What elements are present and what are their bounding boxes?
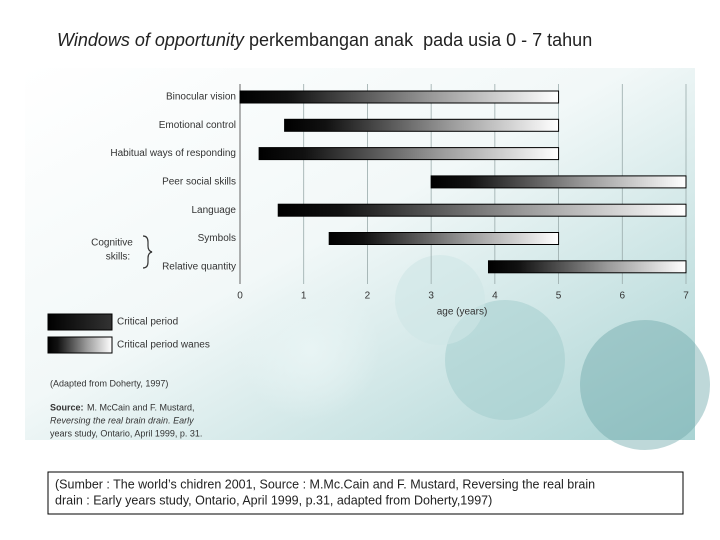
photo-face xyxy=(395,255,485,345)
bar xyxy=(277,203,687,217)
category-label: Emotional control xyxy=(159,120,236,131)
legend-label: Critical period xyxy=(117,317,178,328)
title-rest: perkembangan anak pada usia 0 - 7 tahun xyxy=(249,30,592,50)
x-tick-label: 2 xyxy=(365,291,371,302)
bar xyxy=(487,260,687,274)
x-axis-label: age (years) xyxy=(437,307,488,318)
bar xyxy=(258,147,560,161)
x-tick-label: 3 xyxy=(428,291,434,302)
group-label: Cognitive xyxy=(91,238,133,249)
category-label: Peer social skills xyxy=(162,177,236,188)
x-tick-label: 7 xyxy=(683,291,689,302)
x-tick-label: 5 xyxy=(556,291,562,302)
source-label: Source: xyxy=(50,402,84,412)
caption-box xyxy=(47,471,684,515)
x-tick-label: 4 xyxy=(492,291,498,302)
source-line: years study, Ontario, April 1999, p. 31. xyxy=(50,428,202,438)
bar xyxy=(430,175,687,189)
legend-swatch xyxy=(47,313,113,331)
source-line: M. McCain and F. Mustard, xyxy=(87,402,195,412)
title: Windows of opportunity perkembangan anak… xyxy=(57,30,592,50)
photo-face xyxy=(580,320,710,450)
bar xyxy=(284,118,560,132)
category-label: Binocular vision xyxy=(166,92,236,103)
legend-label: Critical period wanes xyxy=(117,340,210,351)
category-label: Language xyxy=(192,205,237,216)
source-line: Reversing the real brain drain. Early xyxy=(50,415,194,425)
x-tick-label: 6 xyxy=(620,291,626,302)
photo-face xyxy=(445,300,565,420)
caption-line: drain : Early years study, Ontario, Apri… xyxy=(55,493,492,507)
x-tick-label: 1 xyxy=(301,291,307,302)
photo-face xyxy=(240,280,380,420)
group-brace xyxy=(142,235,153,269)
bar xyxy=(328,232,560,245)
note: (Adapted from Doherty, 1997) xyxy=(50,378,168,388)
legend-swatch xyxy=(47,336,113,354)
category-label: Symbols xyxy=(198,233,236,244)
caption-line: (Sumber : The world’s chidren 2001, Sour… xyxy=(55,477,595,491)
group-label: skills: xyxy=(106,252,130,263)
category-label: Relative quantity xyxy=(162,261,236,272)
title-emphasis: Windows of opportunity xyxy=(57,30,245,50)
x-tick-label: 0 xyxy=(237,291,243,302)
bar xyxy=(239,90,560,104)
category-label: Habitual ways of responding xyxy=(110,148,236,159)
